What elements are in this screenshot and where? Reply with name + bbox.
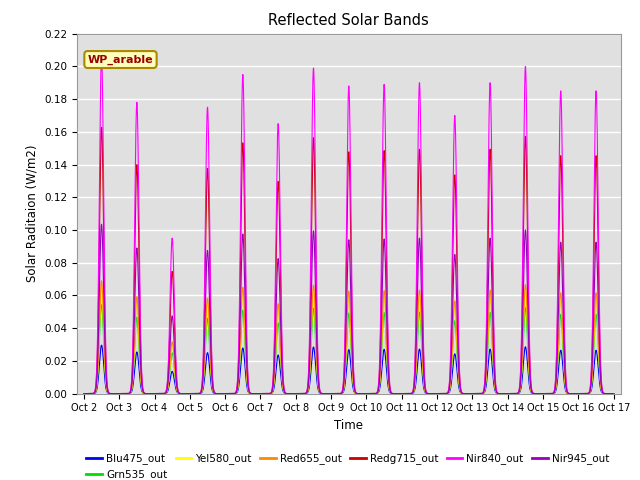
- Blu475_out: [98, 342, 106, 348]
- Red655_out: [608, 391, 616, 396]
- Line: Blu475_out: Blu475_out: [84, 345, 614, 394]
- Blu475_out: [188, 391, 196, 396]
- Redg715_out: [610, 391, 618, 396]
- Blu475_out: [497, 391, 505, 396]
- Redg715_out: [193, 391, 201, 396]
- Nir840_out: [608, 391, 616, 396]
- Blu475_out: [608, 391, 616, 396]
- Blu475_out: [80, 391, 88, 396]
- Red655_out: [497, 391, 505, 396]
- Redg715_out: [188, 391, 196, 396]
- Grn535_out: [80, 391, 88, 396]
- Nir840_out: [193, 391, 201, 396]
- Grn535_out: [608, 391, 616, 396]
- Nir840_out: [188, 391, 196, 396]
- Yel580_out: [278, 378, 286, 384]
- Yel580_out: [188, 391, 196, 396]
- Nir840_out: [497, 391, 505, 396]
- Red655_out: [610, 391, 618, 396]
- Yel580_out: [422, 390, 429, 396]
- Yel580_out: [610, 391, 618, 396]
- Yel580_out: [608, 391, 616, 396]
- Line: Nir840_out: Nir840_out: [84, 55, 614, 394]
- Nir945_out: [610, 391, 618, 396]
- Nir945_out: [193, 391, 201, 396]
- Grn535_out: [188, 391, 196, 396]
- Nir840_out: [610, 391, 618, 396]
- Red655_out: [278, 377, 286, 383]
- Redg715_out: [278, 359, 286, 364]
- Yel580_out: [80, 391, 88, 396]
- Line: Grn535_out: Grn535_out: [84, 305, 614, 394]
- Line: Nir945_out: Nir945_out: [84, 224, 614, 394]
- Grn535_out: [610, 391, 618, 396]
- Line: Yel580_out: Yel580_out: [84, 288, 614, 394]
- Red655_out: [422, 390, 429, 396]
- Redg715_out: [98, 124, 106, 130]
- Red655_out: [193, 391, 201, 396]
- Grn535_out: [193, 391, 201, 396]
- Line: Redg715_out: Redg715_out: [84, 127, 614, 394]
- Nir945_out: [497, 391, 505, 396]
- Yel580_out: [98, 286, 106, 291]
- Blu475_out: [193, 391, 201, 396]
- Blu475_out: [278, 385, 286, 391]
- Red655_out: [80, 391, 88, 396]
- Blu475_out: [422, 390, 429, 396]
- Nir840_out: [422, 387, 429, 393]
- Red655_out: [98, 278, 106, 284]
- Redg715_out: [608, 391, 616, 396]
- Nir840_out: [98, 52, 106, 58]
- Grn535_out: [278, 380, 286, 386]
- Yel580_out: [193, 391, 201, 396]
- Y-axis label: Solar Raditaion (W/m2): Solar Raditaion (W/m2): [26, 145, 38, 282]
- Grn535_out: [422, 390, 429, 396]
- Yel580_out: [497, 391, 505, 396]
- Nir945_out: [422, 389, 429, 395]
- Nir945_out: [608, 391, 616, 396]
- Grn535_out: [497, 391, 505, 396]
- Redg715_out: [497, 391, 505, 396]
- Red655_out: [188, 391, 196, 396]
- Text: WP_arable: WP_arable: [88, 54, 154, 65]
- Redg715_out: [80, 391, 88, 396]
- Line: Red655_out: Red655_out: [84, 281, 614, 394]
- Redg715_out: [422, 388, 429, 394]
- Legend: Blu475_out, Grn535_out, Yel580_out, Red655_out, Redg715_out, Nir840_out, Nir945_: Blu475_out, Grn535_out, Yel580_out, Red6…: [82, 449, 613, 480]
- Nir945_out: [80, 391, 88, 396]
- Title: Reflected Solar Bands: Reflected Solar Bands: [268, 13, 429, 28]
- Nir840_out: [278, 350, 286, 356]
- Nir945_out: [188, 391, 196, 396]
- Grn535_out: [98, 302, 106, 308]
- Blu475_out: [610, 391, 618, 396]
- Nir945_out: [278, 371, 286, 376]
- Nir840_out: [80, 391, 88, 396]
- Nir945_out: [98, 221, 106, 227]
- X-axis label: Time: Time: [334, 419, 364, 432]
